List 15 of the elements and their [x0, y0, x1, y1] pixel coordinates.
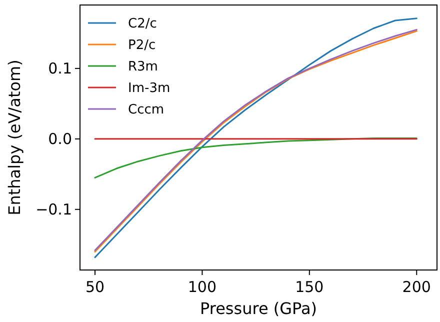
y-tick-label: −0.1	[36, 200, 72, 219]
y-tick-label: 0.1	[48, 60, 72, 78]
y-axis-title: Enthalpy (eV/atom)	[5, 60, 24, 216]
line-series	[94, 137, 418, 178]
legend-label: C2/c	[128, 16, 157, 32]
legend-label: Cccm	[128, 102, 164, 118]
x-axis-title: Pressure (GPa)	[200, 299, 318, 318]
legend-label: R3m	[128, 60, 158, 75]
x-tick-label: 100	[188, 278, 217, 296]
legend-label: Im-3m	[128, 81, 170, 96]
y-tick-label: 0.0	[48, 130, 72, 148]
x-tick-label: 150	[295, 278, 324, 296]
x-tick-label: 200	[402, 278, 431, 296]
x-tick-label: 50	[85, 278, 105, 296]
legend-label: P2/c	[128, 38, 156, 54]
